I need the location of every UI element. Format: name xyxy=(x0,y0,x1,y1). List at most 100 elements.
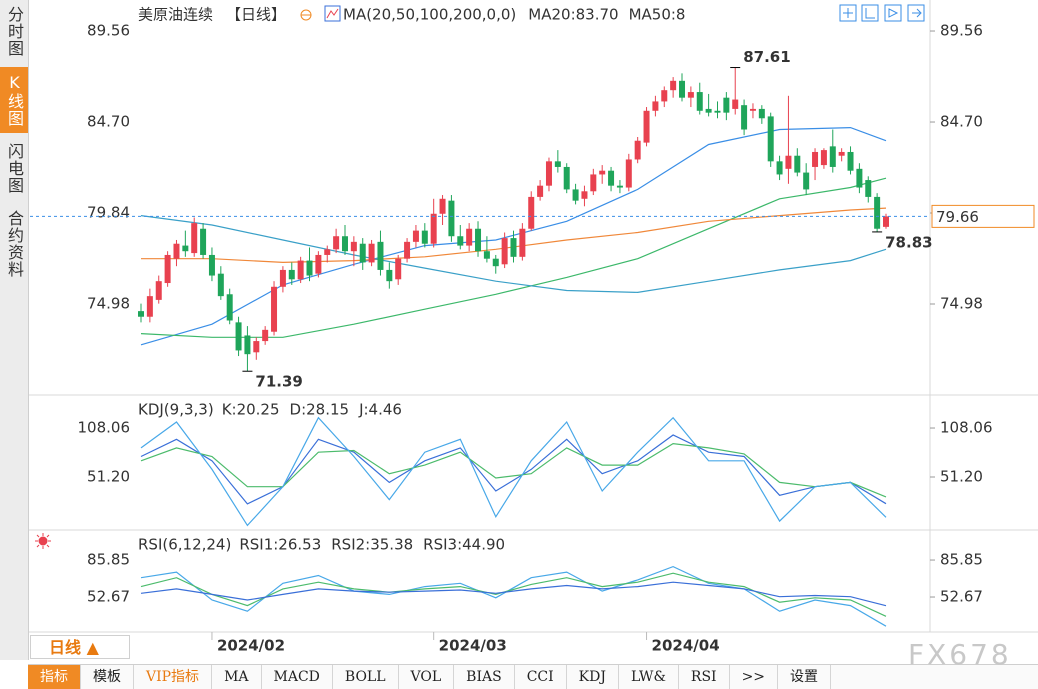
last-price-label: 79.66 xyxy=(936,208,979,226)
sidebar-tab[interactable]: 合约资料 xyxy=(5,210,24,278)
period-label: 【日线】 xyxy=(226,6,286,24)
tool-icon[interactable] xyxy=(839,4,857,22)
x-tick-label: 2024/03 xyxy=(439,637,507,655)
candle-body xyxy=(829,146,836,167)
candle-body xyxy=(794,155,801,173)
chart-title: KDJ(9,3,3) xyxy=(138,401,214,419)
toolbar-button[interactable]: 模板 xyxy=(81,665,134,689)
candle-body xyxy=(395,258,402,280)
y-tick-label: 85.85 xyxy=(940,551,983,569)
toolbar-button[interactable]: VIP指标 xyxy=(134,665,213,689)
y-tick-label: 85.85 xyxy=(87,551,130,569)
toolbar-button[interactable]: 设置 xyxy=(778,665,832,689)
candle-body xyxy=(696,92,703,111)
candle-body xyxy=(288,269,295,280)
candle-body xyxy=(253,341,260,353)
candle-body xyxy=(865,180,872,197)
candle-body xyxy=(421,230,428,244)
indicator-line xyxy=(140,581,887,607)
candle-body xyxy=(448,200,455,237)
period-button[interactable]: 日线 ▲ xyxy=(30,635,130,659)
candle-body xyxy=(200,228,207,255)
toolbar-button[interactable]: BOLL xyxy=(333,665,399,689)
candle-body xyxy=(191,223,198,254)
candle-body xyxy=(856,168,863,188)
candle-body xyxy=(244,335,251,355)
legend-entry: MA50:8 xyxy=(629,6,686,24)
candle-body xyxy=(341,236,348,252)
toolbar-button[interactable]: LW& xyxy=(619,665,679,689)
y-tick-label: 89.56 xyxy=(940,22,983,40)
candle-body xyxy=(679,80,686,98)
annotation-label: 71.39 xyxy=(255,373,302,391)
candle-body xyxy=(874,196,881,229)
y-tick-label: 89.56 xyxy=(87,22,130,40)
y-tick-label: 74.98 xyxy=(940,295,983,313)
y-tick-label: 79.84 xyxy=(87,204,130,222)
candle-body xyxy=(741,105,748,130)
y-tick-label: 52.67 xyxy=(940,588,983,606)
candle-body xyxy=(173,243,180,259)
sidebar-tab[interactable]: 分时图 xyxy=(5,6,24,57)
candle-body xyxy=(652,101,659,111)
tool-icons xyxy=(839,4,925,22)
candle-body xyxy=(732,99,739,109)
candle-body xyxy=(306,260,313,276)
candle-body xyxy=(412,230,419,242)
indicator-line xyxy=(140,442,887,498)
tool-icon[interactable] xyxy=(884,4,902,22)
watermark: FX678 xyxy=(908,638,1012,671)
toolbar-button[interactable]: 指标 xyxy=(28,665,81,689)
candle-body xyxy=(457,236,464,246)
candle-body xyxy=(466,228,473,246)
last-price-box xyxy=(931,204,1035,228)
candle-body xyxy=(670,80,677,91)
toolbar-button[interactable]: BIAS xyxy=(454,665,515,689)
candle-body xyxy=(404,241,411,259)
candle-body xyxy=(324,249,331,255)
candle-body xyxy=(661,90,668,102)
tool-icon[interactable] xyxy=(907,4,925,22)
candle-body xyxy=(616,185,623,188)
toolbar-button[interactable]: >> xyxy=(730,665,779,689)
tool-icon[interactable] xyxy=(861,4,879,22)
toolbar-button[interactable]: MA xyxy=(212,665,262,689)
candle-body xyxy=(235,322,242,351)
candle-body xyxy=(528,196,535,229)
sidebar-tab[interactable]: 闪电图 xyxy=(5,143,24,194)
toolbar-button[interactable]: MACD xyxy=(262,665,333,689)
candle-body xyxy=(563,166,570,190)
candle-body xyxy=(182,245,189,252)
ma-icon[interactable] xyxy=(324,5,341,22)
candle-body xyxy=(501,238,508,265)
toolbar-button[interactable]: RSI xyxy=(679,665,730,689)
legend-entry: RSI1:26.53 xyxy=(239,536,321,554)
candle-body xyxy=(537,185,544,197)
candle-body xyxy=(350,241,357,252)
candle-body xyxy=(758,108,765,119)
y-tick-label: 108.06 xyxy=(78,419,131,437)
toolbar: 指标 模板 VIP指标 MA MACD BOLL VOL BIAS CCI KDJ LW& RSI >>… xyxy=(28,664,1038,689)
legend-entry: D:28.15 xyxy=(290,401,350,419)
candle-body xyxy=(519,228,526,257)
candle-body xyxy=(812,151,819,167)
indicator-line xyxy=(140,434,887,505)
toolbar-button[interactable]: VOL xyxy=(399,665,455,689)
legend-entry: J:4.46 xyxy=(358,401,402,419)
candle-body xyxy=(749,108,756,111)
candle-body xyxy=(279,269,286,287)
indicator-line xyxy=(140,416,887,527)
legend-entry: RSI3:44.90 xyxy=(423,536,505,554)
x-tick-label: 2024/04 xyxy=(652,637,720,655)
toolbar-button[interactable]: CCI xyxy=(515,665,567,689)
toolbar-button[interactable]: KDJ xyxy=(567,665,619,689)
candle-body xyxy=(776,161,783,175)
candle-body xyxy=(554,161,561,167)
candle-body xyxy=(359,243,366,263)
candle-body xyxy=(599,170,606,175)
candle-body xyxy=(714,110,721,113)
candle-body xyxy=(386,269,393,282)
legend-entry: K:20.25 xyxy=(222,401,280,419)
sidebar-tab[interactable]: K线图 xyxy=(0,67,28,133)
